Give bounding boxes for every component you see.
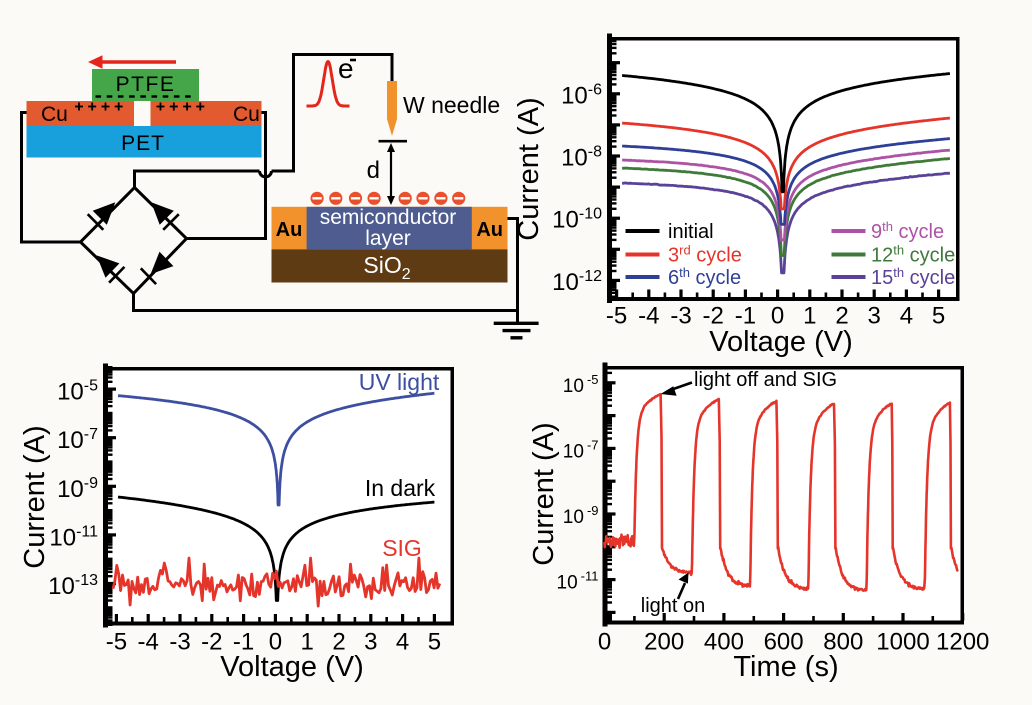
- svg-text:Current (A): Current (A): [513, 97, 545, 240]
- svg-text:-5: -5: [606, 303, 627, 330]
- svg-text:2: 2: [332, 629, 345, 656]
- svg-text:Current (A): Current (A): [19, 425, 51, 568]
- svg-text:Cu: Cu: [233, 103, 260, 126]
- svg-text:2: 2: [835, 303, 848, 330]
- svg-text:4: 4: [396, 629, 409, 656]
- svg-text:Current (A): Current (A): [528, 422, 560, 565]
- svg-text:Voltage (V): Voltage (V): [709, 326, 852, 358]
- svg-text:W needle: W needle: [403, 92, 500, 118]
- svg-text:600: 600: [764, 629, 804, 656]
- svg-text:3rd cycle: 3rd cycle: [668, 243, 742, 267]
- svg-text:Au: Au: [476, 219, 503, 241]
- svg-text:1000: 1000: [876, 629, 929, 656]
- svg-text:layer: layer: [365, 227, 411, 250]
- svg-text:0: 0: [269, 629, 282, 656]
- svg-text:3: 3: [364, 629, 377, 656]
- svg-text:3: 3: [868, 303, 881, 330]
- svg-text:PET: PET: [121, 132, 165, 155]
- svg-text:d: d: [367, 157, 380, 184]
- svg-text:-4: -4: [138, 629, 159, 656]
- svg-text:1200: 1200: [936, 629, 989, 656]
- svg-text:light off and SIG: light off and SIG: [694, 369, 837, 391]
- svg-text:-5: -5: [106, 629, 127, 656]
- svg-text:-1: -1: [233, 629, 254, 656]
- svg-text:1: 1: [803, 303, 816, 330]
- svg-text:800: 800: [823, 629, 863, 656]
- svg-text:1: 1: [301, 629, 314, 656]
- svg-text:initial: initial: [668, 221, 714, 243]
- svg-text:0: 0: [598, 629, 611, 656]
- svg-text:PTFE: PTFE: [116, 73, 176, 96]
- svg-text:e: e: [338, 53, 354, 84]
- svg-text:0: 0: [771, 303, 784, 330]
- svg-text:5: 5: [932, 303, 945, 330]
- svg-text:12th cycle: 12th cycle: [871, 243, 955, 267]
- svg-text:Cu: Cu: [41, 103, 68, 126]
- svg-text:Au: Au: [276, 219, 303, 241]
- svg-text:Voltage (V): Voltage (V): [220, 651, 363, 683]
- svg-text:-4: -4: [638, 303, 659, 330]
- svg-text:4: 4: [900, 303, 913, 330]
- svg-text:SIG: SIG: [382, 535, 422, 561]
- svg-text:In dark: In dark: [365, 475, 436, 501]
- svg-text:Time (s): Time (s): [733, 651, 838, 683]
- svg-text:-3: -3: [169, 629, 190, 656]
- svg-text:-3: -3: [670, 303, 691, 330]
- svg-text:5: 5: [428, 629, 441, 656]
- svg-text:-1: -1: [735, 303, 756, 330]
- svg-text:semiconductor: semiconductor: [320, 206, 457, 229]
- svg-text:UV light: UV light: [359, 369, 440, 395]
- svg-text:-2: -2: [703, 303, 724, 330]
- svg-text:-2: -2: [201, 629, 222, 656]
- svg-text:light on: light on: [641, 595, 706, 617]
- svg-text:10-9: 10-9: [57, 475, 98, 503]
- svg-text:200: 200: [644, 629, 684, 656]
- svg-text:9th cycle: 9th cycle: [871, 219, 944, 243]
- svg-text:15th cycle: 15th cycle: [871, 265, 955, 289]
- svg-text:400: 400: [704, 629, 744, 656]
- svg-text:6th cycle: 6th cycle: [668, 265, 741, 289]
